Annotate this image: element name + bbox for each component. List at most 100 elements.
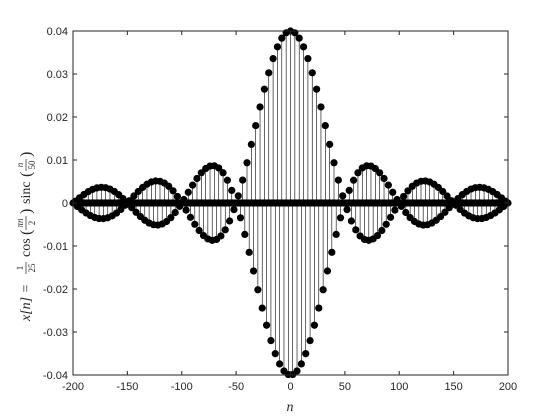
stem-marker — [167, 214, 175, 222]
ylabel-cos-den: 2 — [27, 221, 37, 226]
stem-marker — [243, 159, 251, 167]
stem-marker — [328, 248, 336, 256]
ylabel-cos-num: πn — [15, 218, 25, 228]
stem-marker — [389, 188, 397, 196]
y-tick-label: 0.03 — [47, 69, 68, 81]
stem-marker — [373, 231, 382, 240]
ylabel-sinc-num: n — [15, 162, 25, 167]
stem-marker — [241, 230, 249, 238]
stem-marker — [293, 367, 301, 375]
stem-marker — [345, 186, 353, 194]
stem-marker — [130, 192, 138, 200]
stem-marker — [217, 232, 225, 240]
stem-marker — [299, 43, 308, 51]
stem-marker — [186, 213, 195, 221]
stem-marker — [182, 206, 190, 214]
stem-marker — [313, 85, 321, 93]
stem-marker — [391, 206, 399, 214]
stem-marker — [271, 350, 279, 358]
x-tick-label: 200 — [499, 381, 517, 393]
y-tick-label: 0.02 — [47, 112, 68, 124]
stem-marker — [260, 85, 268, 93]
x-tick-label: -150 — [116, 381, 138, 393]
stem-marker — [376, 169, 384, 177]
stem-marker — [339, 192, 347, 200]
svg-text:): ) — [18, 209, 35, 214]
stem-marker — [384, 181, 392, 189]
ylabel-frac-den: 25 — [27, 263, 37, 273]
stem-marker — [269, 54, 277, 63]
x-tick-label: 0 — [287, 381, 293, 393]
stem-marker — [354, 169, 362, 177]
stem-marker — [308, 69, 316, 77]
y-tick-label: 0.04 — [47, 26, 68, 38]
y-tick-label: -0.03 — [43, 327, 68, 339]
stem-marker — [228, 186, 236, 194]
stem-marker — [245, 248, 253, 256]
stem-marker — [295, 34, 303, 42]
stem-marker — [441, 208, 449, 216]
stem-marker — [400, 192, 408, 201]
stem-marker — [265, 69, 273, 77]
stem-marker — [267, 337, 275, 345]
stem-marker — [223, 176, 232, 184]
stem-marker — [230, 205, 238, 214]
stem-marker — [297, 360, 305, 368]
y-axis-label: x[n] = 1 25 cos ( πn 2 ) sinc ( n 50 ) — [15, 152, 37, 322]
svg-text:(: ( — [18, 172, 35, 177]
y-tick-label: 0.01 — [47, 155, 68, 167]
stem-marker — [349, 176, 358, 184]
stem-marker — [443, 192, 451, 200]
stem-marker — [239, 176, 247, 184]
stem-marker — [171, 208, 179, 217]
stem-marker — [273, 43, 282, 51]
stem-marker — [221, 226, 229, 234]
x-tick-label: -50 — [228, 381, 244, 393]
stem-marker — [195, 226, 203, 235]
stem-marker — [347, 217, 355, 225]
stem-marker — [184, 188, 192, 196]
stem-marker — [382, 220, 390, 228]
stem-marker — [321, 121, 329, 130]
stem-marker — [306, 337, 314, 345]
stem-marker — [323, 267, 332, 275]
y-ticks: -0.04 -0.03 -0.02 -0.01 0 0.01 0.02 0.03 0.04 — [43, 26, 508, 382]
x-axis-label: n — [287, 400, 294, 415]
ylabel-cos: cos — [19, 238, 34, 257]
x-tick-label: 50 — [339, 381, 351, 393]
stem-marker — [386, 213, 395, 221]
x-tick-label: 150 — [444, 381, 462, 393]
stem-marker — [254, 286, 262, 294]
stem-marker — [193, 174, 201, 183]
stem-marker — [334, 176, 342, 184]
stem-marker — [352, 226, 360, 234]
ylabel-sinc-den: 50 — [27, 160, 37, 170]
stem-marker — [219, 169, 227, 177]
stem-marker — [330, 159, 338, 167]
x-tick-label: -200 — [62, 381, 84, 393]
stem-marker — [378, 226, 386, 235]
y-tick-label: -0.04 — [43, 370, 68, 382]
x-tick-label: 100 — [390, 381, 408, 393]
stem-marker — [252, 121, 260, 130]
y-tick-label: -0.01 — [43, 241, 68, 253]
stem-marker — [326, 140, 334, 149]
y-tick-label: -0.02 — [43, 284, 68, 296]
x-tick-label: -100 — [171, 381, 193, 393]
stem-marker — [343, 205, 351, 214]
marker-series — [69, 27, 512, 379]
svg-text:x[n] =: x[n] = — [19, 284, 34, 322]
stem-marker — [302, 350, 310, 358]
stem-marker — [402, 208, 410, 217]
ylabel-sinc: sinc — [19, 181, 34, 204]
stem-marker — [258, 304, 266, 312]
stem-marker — [404, 187, 412, 195]
stem-marker — [226, 217, 234, 225]
stem-marker — [319, 286, 327, 294]
stem-marker — [256, 103, 264, 111]
stem-marker — [278, 34, 286, 42]
ylabel-lhs: x[n] = — [19, 284, 34, 322]
stem-marker — [215, 164, 223, 172]
stem-marker — [189, 181, 197, 189]
